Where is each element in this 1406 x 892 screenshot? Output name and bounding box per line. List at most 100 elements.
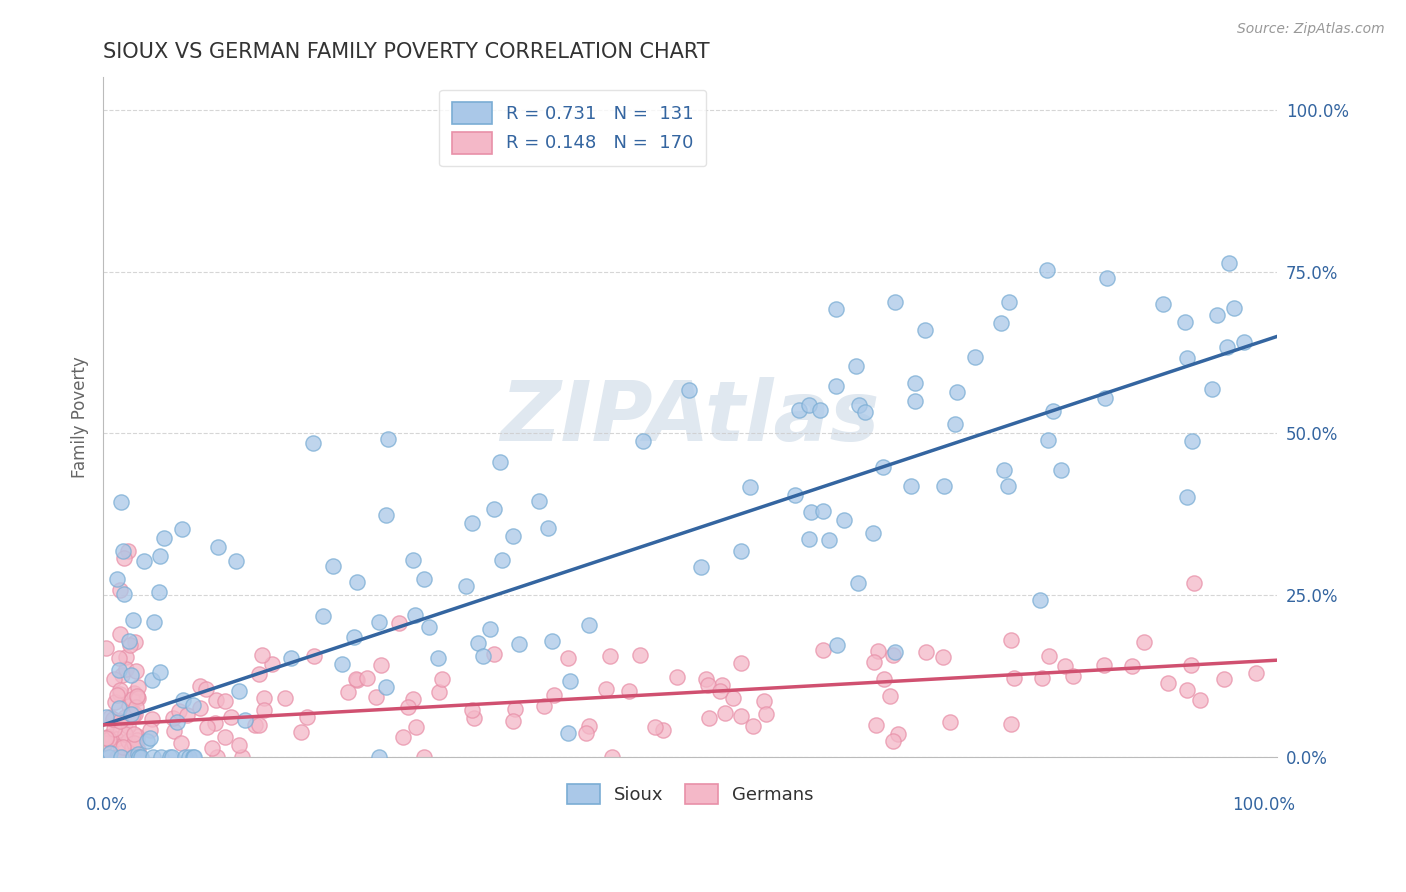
- Point: [121, 707, 143, 722]
- Point: [129, 750, 152, 764]
- Point: [396, 699, 419, 714]
- Point: [1175, 490, 1198, 504]
- Point: [121, 707, 143, 722]
- Point: [125, 700, 148, 714]
- Legend: Sioux, Germans: Sioux, Germans: [558, 775, 823, 813]
- Point: [103, 672, 125, 686]
- Point: [148, 584, 170, 599]
- Point: [502, 714, 524, 729]
- Point: [800, 505, 823, 519]
- Point: [631, 434, 654, 448]
- Point: [965, 350, 987, 364]
- Point: [176, 708, 198, 723]
- Point: [112, 587, 135, 601]
- Point: [172, 693, 194, 707]
- Point: [1175, 351, 1198, 366]
- Point: [1000, 633, 1022, 648]
- Point: [1206, 308, 1229, 322]
- Point: [628, 648, 651, 662]
- Point: [1216, 340, 1239, 354]
- Point: [375, 680, 398, 694]
- Point: [713, 706, 735, 720]
- Point: [233, 713, 256, 727]
- Text: 100.0%: 100.0%: [1232, 797, 1295, 814]
- Point: [103, 713, 125, 727]
- Point: [150, 750, 173, 764]
- Point: [252, 690, 274, 705]
- Point: [190, 701, 212, 715]
- Point: [491, 553, 513, 567]
- Point: [228, 684, 250, 698]
- Point: [557, 726, 579, 740]
- Point: [111, 544, 134, 558]
- Point: [741, 719, 763, 733]
- Point: [721, 690, 744, 705]
- Point: [101, 712, 124, 726]
- Point: [159, 750, 181, 764]
- Point: [879, 689, 901, 703]
- Text: SIOUX VS GERMAN FAMILY POVERTY CORRELATION CHART: SIOUX VS GERMAN FAMILY POVERTY CORRELATI…: [103, 42, 710, 62]
- Point: [1174, 315, 1197, 329]
- Point: [170, 522, 193, 536]
- Point: [1180, 658, 1202, 673]
- Point: [94, 640, 117, 655]
- Point: [122, 736, 145, 750]
- Point: [105, 688, 128, 702]
- Point: [557, 650, 579, 665]
- Point: [900, 478, 922, 492]
- Point: [689, 560, 711, 574]
- Point: [105, 572, 128, 586]
- Point: [152, 531, 174, 545]
- Point: [247, 718, 270, 732]
- Point: [471, 648, 494, 663]
- Point: [195, 720, 218, 734]
- Point: [98, 746, 121, 760]
- Point: [1095, 270, 1118, 285]
- Point: [127, 747, 149, 761]
- Point: [1028, 592, 1050, 607]
- Point: [117, 634, 139, 648]
- Point: [1177, 683, 1199, 698]
- Point: [825, 378, 848, 392]
- Point: [1157, 675, 1180, 690]
- Point: [489, 455, 512, 469]
- Point: [1042, 404, 1064, 418]
- Point: [575, 725, 598, 739]
- Point: [868, 644, 890, 658]
- Point: [121, 739, 143, 754]
- Point: [695, 672, 717, 686]
- Point: [141, 712, 163, 726]
- Point: [946, 384, 969, 399]
- Point: [111, 750, 134, 764]
- Point: [330, 657, 353, 672]
- Point: [503, 702, 526, 716]
- Point: [125, 750, 148, 764]
- Point: [467, 636, 489, 650]
- Point: [346, 575, 368, 590]
- Y-axis label: Family Poverty: Family Poverty: [72, 357, 89, 478]
- Point: [997, 295, 1019, 310]
- Point: [709, 684, 731, 698]
- Point: [873, 672, 896, 686]
- Point: [479, 622, 502, 636]
- Point: [100, 729, 122, 743]
- Point: [122, 750, 145, 764]
- Point: [426, 651, 449, 665]
- Point: [405, 720, 427, 734]
- Point: [274, 690, 297, 705]
- Point: [932, 649, 955, 664]
- Point: [118, 699, 141, 714]
- Point: [595, 682, 617, 697]
- Point: [342, 630, 364, 644]
- Point: [207, 540, 229, 554]
- Point: [96, 730, 118, 744]
- Point: [142, 615, 165, 630]
- Point: [105, 750, 128, 764]
- Point: [413, 572, 436, 586]
- Point: [799, 398, 821, 412]
- Point: [166, 714, 188, 729]
- Point: [939, 714, 962, 729]
- Point: [368, 615, 391, 630]
- Point: [111, 668, 134, 682]
- Point: [103, 722, 125, 736]
